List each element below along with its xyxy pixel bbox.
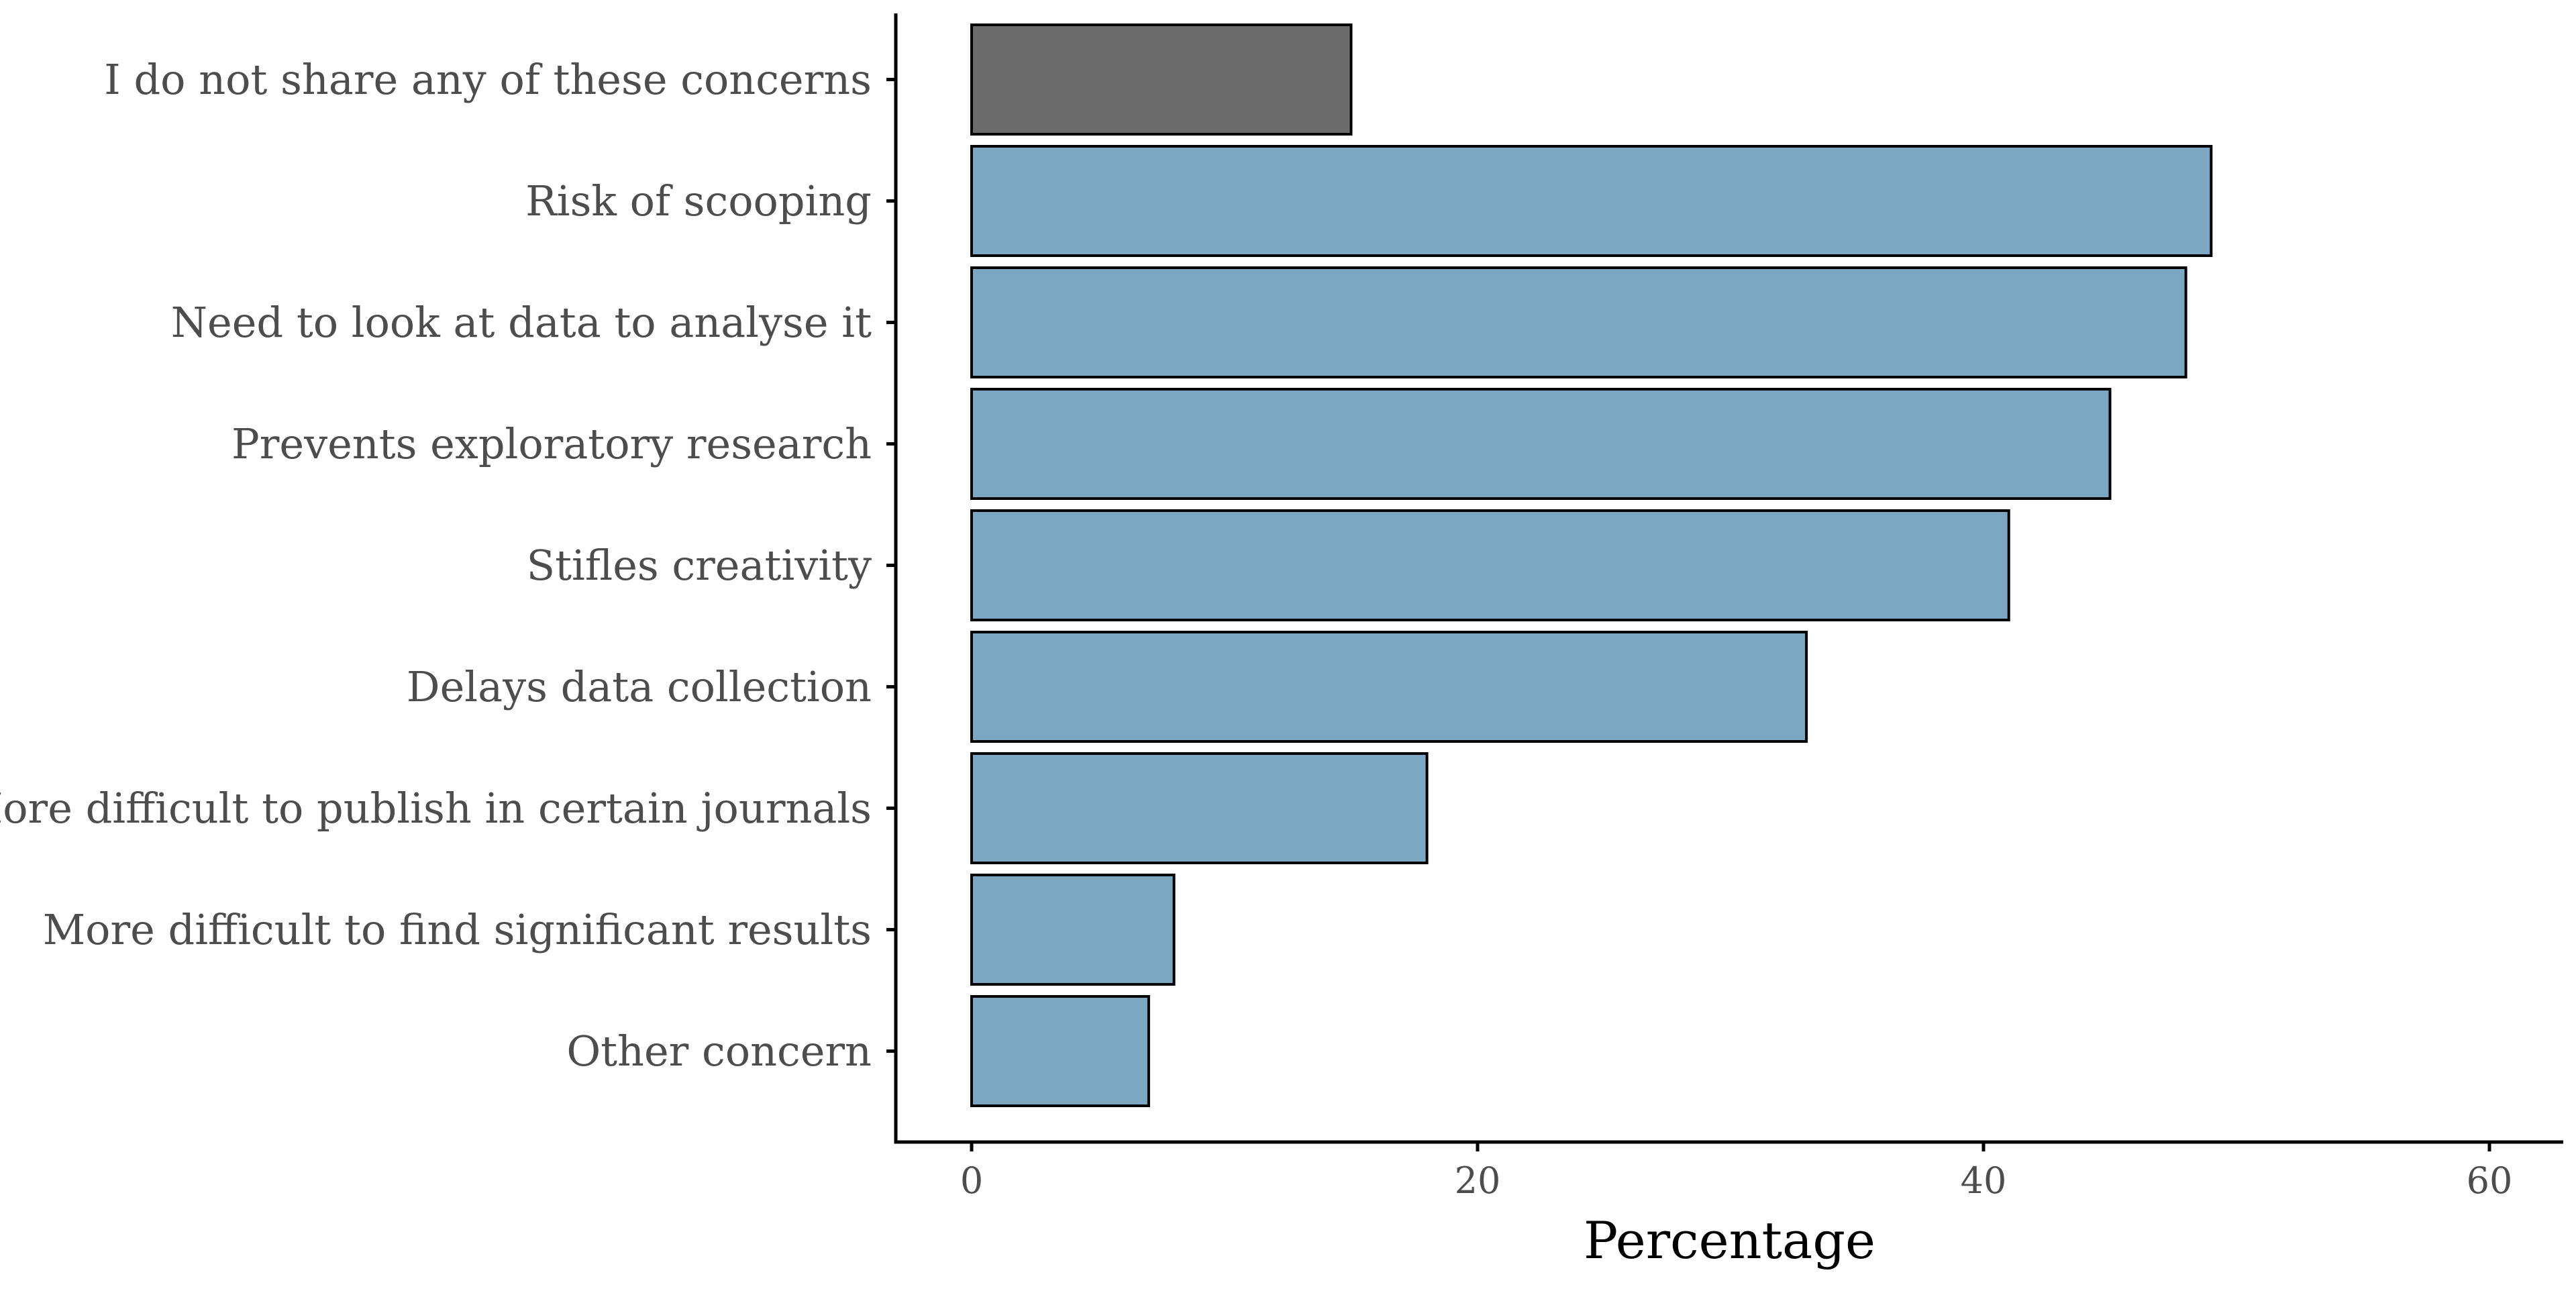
x-axis-title: Percentage bbox=[1584, 1210, 1875, 1270]
y-tick-label: More difficult to find significant resul… bbox=[43, 905, 872, 954]
y-tick-label: Stifles creativity bbox=[527, 541, 872, 590]
y-tick-label: More difficult to publish in certain jou… bbox=[0, 784, 872, 833]
x-tick-label: 60 bbox=[2467, 1159, 2513, 1202]
bar-6 bbox=[970, 631, 1808, 743]
y-tick-label: Risk of scooping bbox=[525, 176, 872, 225]
x-tick-label: 20 bbox=[1455, 1159, 1501, 1202]
bar-5 bbox=[970, 509, 2010, 621]
bar-9 bbox=[970, 995, 1150, 1107]
bar-8 bbox=[970, 874, 1176, 986]
y-tick-label: Other concern bbox=[566, 1027, 872, 1076]
bar-7 bbox=[970, 752, 1429, 864]
bar-2 bbox=[970, 145, 2213, 257]
bars-layer bbox=[970, 23, 2213, 1107]
y-tick-label: Delays data collection bbox=[407, 662, 872, 711]
bar-3 bbox=[970, 266, 2187, 378]
bar-1 bbox=[970, 23, 1353, 136]
x-axis: 0 20 40 60 bbox=[894, 1140, 2563, 1202]
y-tick-label: Prevents exploratory research bbox=[231, 419, 872, 468]
y-tick-label: Need to look at data to analyse it bbox=[171, 298, 872, 347]
y-axis: I do not share any of these concerns Risk… bbox=[0, 13, 898, 1144]
x-tick-label: 40 bbox=[1961, 1159, 2007, 1202]
x-tick-label: 0 bbox=[960, 1159, 983, 1202]
bar-4 bbox=[970, 388, 2112, 500]
y-tick-label: I do not share any of these concerns bbox=[104, 55, 872, 104]
